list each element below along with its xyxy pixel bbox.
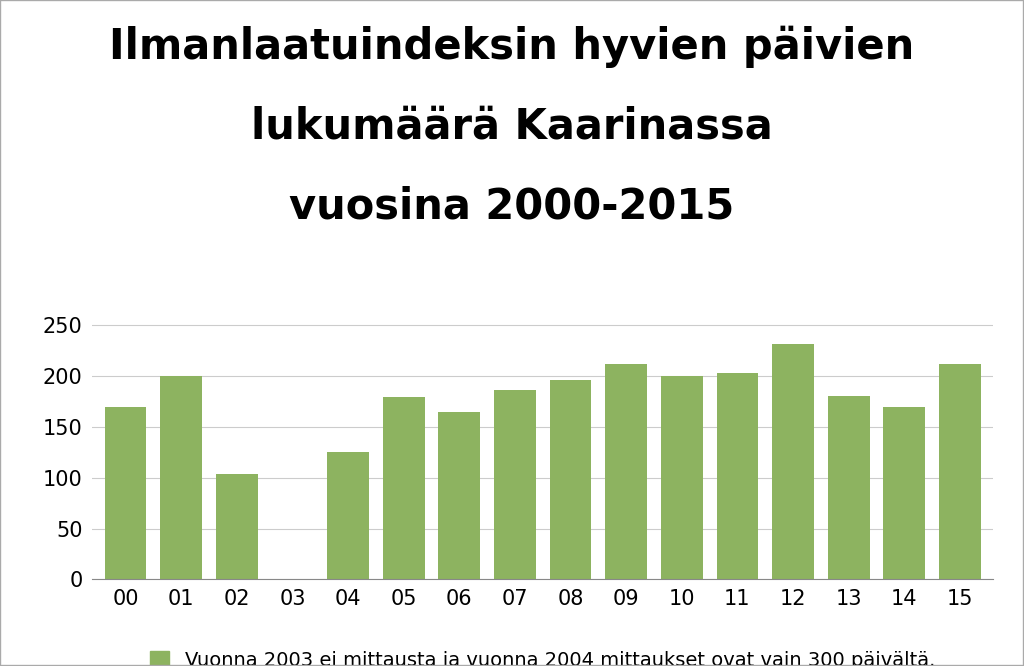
Bar xyxy=(717,373,758,579)
Bar xyxy=(383,398,425,579)
Bar xyxy=(328,452,369,579)
Bar xyxy=(772,344,814,579)
Bar xyxy=(216,474,258,579)
Bar xyxy=(104,406,146,579)
Legend: Vuonna 2003 ei mittausta ja vuonna 2004 mittaukset ovat vain 300 päivältä.: Vuonna 2003 ei mittausta ja vuonna 2004 … xyxy=(151,651,935,666)
Text: vuosina 2000-2015: vuosina 2000-2015 xyxy=(290,185,734,228)
Bar xyxy=(660,376,702,579)
Bar xyxy=(827,396,869,579)
Text: lukumäärä Kaarinassa: lukumäärä Kaarinassa xyxy=(251,105,773,148)
Bar xyxy=(161,376,202,579)
Bar xyxy=(494,390,536,579)
Bar xyxy=(605,364,647,579)
Bar xyxy=(438,412,480,579)
Bar xyxy=(884,406,925,579)
Bar xyxy=(550,380,592,579)
Text: Ilmanlaatuindeksin hyvien päivien: Ilmanlaatuindeksin hyvien päivien xyxy=(110,25,914,68)
Bar xyxy=(939,364,981,579)
